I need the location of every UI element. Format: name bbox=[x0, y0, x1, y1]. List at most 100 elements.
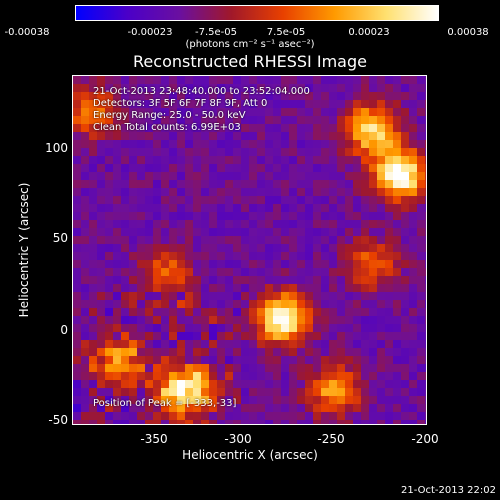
heatmap-cell bbox=[337, 412, 345, 420]
heatmap-cell bbox=[177, 292, 185, 300]
heatmap-cell bbox=[281, 124, 289, 132]
heatmap-cell bbox=[193, 340, 201, 348]
heatmap-cell bbox=[257, 316, 265, 324]
heatmap-cell bbox=[193, 300, 201, 308]
heatmap-cell bbox=[89, 172, 97, 180]
heatmap-cell bbox=[145, 372, 153, 380]
heatmap-cell bbox=[401, 372, 409, 380]
heatmap-cell bbox=[81, 340, 89, 348]
heatmap-cell bbox=[177, 116, 185, 124]
heatmap-cell bbox=[313, 140, 321, 148]
heatmap-cell bbox=[209, 108, 217, 116]
heatmap-cell bbox=[97, 148, 105, 156]
heatmap-cell bbox=[297, 412, 305, 420]
heatmap-cell bbox=[409, 412, 417, 420]
heatmap-cell bbox=[393, 196, 401, 204]
heatmap-cell bbox=[249, 372, 257, 380]
heatmap-cell bbox=[113, 396, 121, 404]
heatmap-cell bbox=[113, 188, 121, 196]
heatmap-cell bbox=[305, 404, 313, 412]
heatmap-cell bbox=[81, 188, 89, 196]
heatmap-cell bbox=[225, 260, 233, 268]
heatmap-cell bbox=[377, 372, 385, 380]
heatmap-cell bbox=[385, 164, 393, 172]
heatmap-cell bbox=[377, 300, 385, 308]
heatmap-cell bbox=[417, 204, 425, 212]
heatmap-cell bbox=[233, 340, 241, 348]
heatmap-cell bbox=[297, 388, 305, 396]
heatmap-cell bbox=[337, 268, 345, 276]
heatmap-cell bbox=[185, 332, 193, 340]
heatmap-cell bbox=[225, 188, 233, 196]
heatmap-cell bbox=[89, 380, 97, 388]
heatmap-cell bbox=[81, 140, 89, 148]
heatmap-cell bbox=[145, 300, 153, 308]
heatmap-cell bbox=[97, 284, 105, 292]
heatmap-cell bbox=[385, 316, 393, 324]
heatmap-cell bbox=[401, 132, 409, 140]
heatmap-cell bbox=[105, 276, 113, 284]
heatmap-cell bbox=[241, 268, 249, 276]
heatmap-cell bbox=[121, 348, 129, 356]
heatmap-cell bbox=[185, 148, 193, 156]
heatmap-cell bbox=[281, 236, 289, 244]
heatmap-cell bbox=[153, 308, 161, 316]
heatmap-cell bbox=[177, 100, 185, 108]
heatmap-cell bbox=[153, 148, 161, 156]
heatmap-cell bbox=[233, 268, 241, 276]
heatmap-cell bbox=[249, 300, 257, 308]
heatmap-cell bbox=[89, 212, 97, 220]
heatmap-cell bbox=[393, 172, 401, 180]
heatmap-cell bbox=[305, 188, 313, 196]
heatmap-cell bbox=[169, 316, 177, 324]
heatmap-cell bbox=[105, 244, 113, 252]
heatmap-cell bbox=[313, 268, 321, 276]
heatmap-cell bbox=[201, 108, 209, 116]
heatmap-cell bbox=[209, 236, 217, 244]
heatmap-cell bbox=[129, 316, 137, 324]
heatmap-cell bbox=[401, 228, 409, 236]
heatmap-cell bbox=[145, 148, 153, 156]
heatmap-cell bbox=[89, 196, 97, 204]
heatmap-cell bbox=[129, 164, 137, 172]
heatmap-cell bbox=[129, 292, 137, 300]
heatmap-cell bbox=[201, 188, 209, 196]
heatmap-cell bbox=[393, 204, 401, 212]
heatmap-cell bbox=[273, 228, 281, 236]
heatmap-cell bbox=[177, 300, 185, 308]
heatmap-cell bbox=[361, 348, 369, 356]
heatmap-cell bbox=[313, 148, 321, 156]
heatmap-cell bbox=[217, 308, 225, 316]
heatmap-cell bbox=[385, 348, 393, 356]
heatmap-cell bbox=[105, 116, 113, 124]
heatmap-cell bbox=[201, 156, 209, 164]
heatmap-cell bbox=[89, 356, 97, 364]
heatmap-cell bbox=[329, 212, 337, 220]
heatmap-cell bbox=[401, 412, 409, 420]
heatmap-cell bbox=[145, 116, 153, 124]
heatmap-cell bbox=[369, 252, 377, 260]
heatmap-cell bbox=[417, 364, 425, 372]
heatmap-cell bbox=[81, 236, 89, 244]
heatmap-cell bbox=[329, 156, 337, 164]
heatmap-cell bbox=[233, 220, 241, 228]
heatmap-cell bbox=[225, 140, 233, 148]
heatmap-cell bbox=[145, 380, 153, 388]
heatmap-cell bbox=[409, 204, 417, 212]
heatmap-cell bbox=[313, 324, 321, 332]
heatmap-cell bbox=[169, 300, 177, 308]
heatmap-cell bbox=[121, 308, 129, 316]
heatmap-cell bbox=[105, 220, 113, 228]
heatmap-cell bbox=[425, 356, 426, 364]
heatmap-cell bbox=[129, 284, 137, 292]
heatmap-cell bbox=[345, 340, 353, 348]
heatmap-cell bbox=[369, 108, 377, 116]
heatmap-cell bbox=[409, 92, 417, 100]
heatmap-cell bbox=[105, 132, 113, 140]
heatmap-cell bbox=[129, 388, 137, 396]
heatmap-cell bbox=[153, 396, 161, 404]
y-axis-label: Heliocentric Y (arcsec) bbox=[17, 182, 31, 318]
heatmap-cell bbox=[369, 84, 377, 92]
heatmap-cell bbox=[425, 300, 426, 308]
heatmap-cell bbox=[209, 268, 217, 276]
